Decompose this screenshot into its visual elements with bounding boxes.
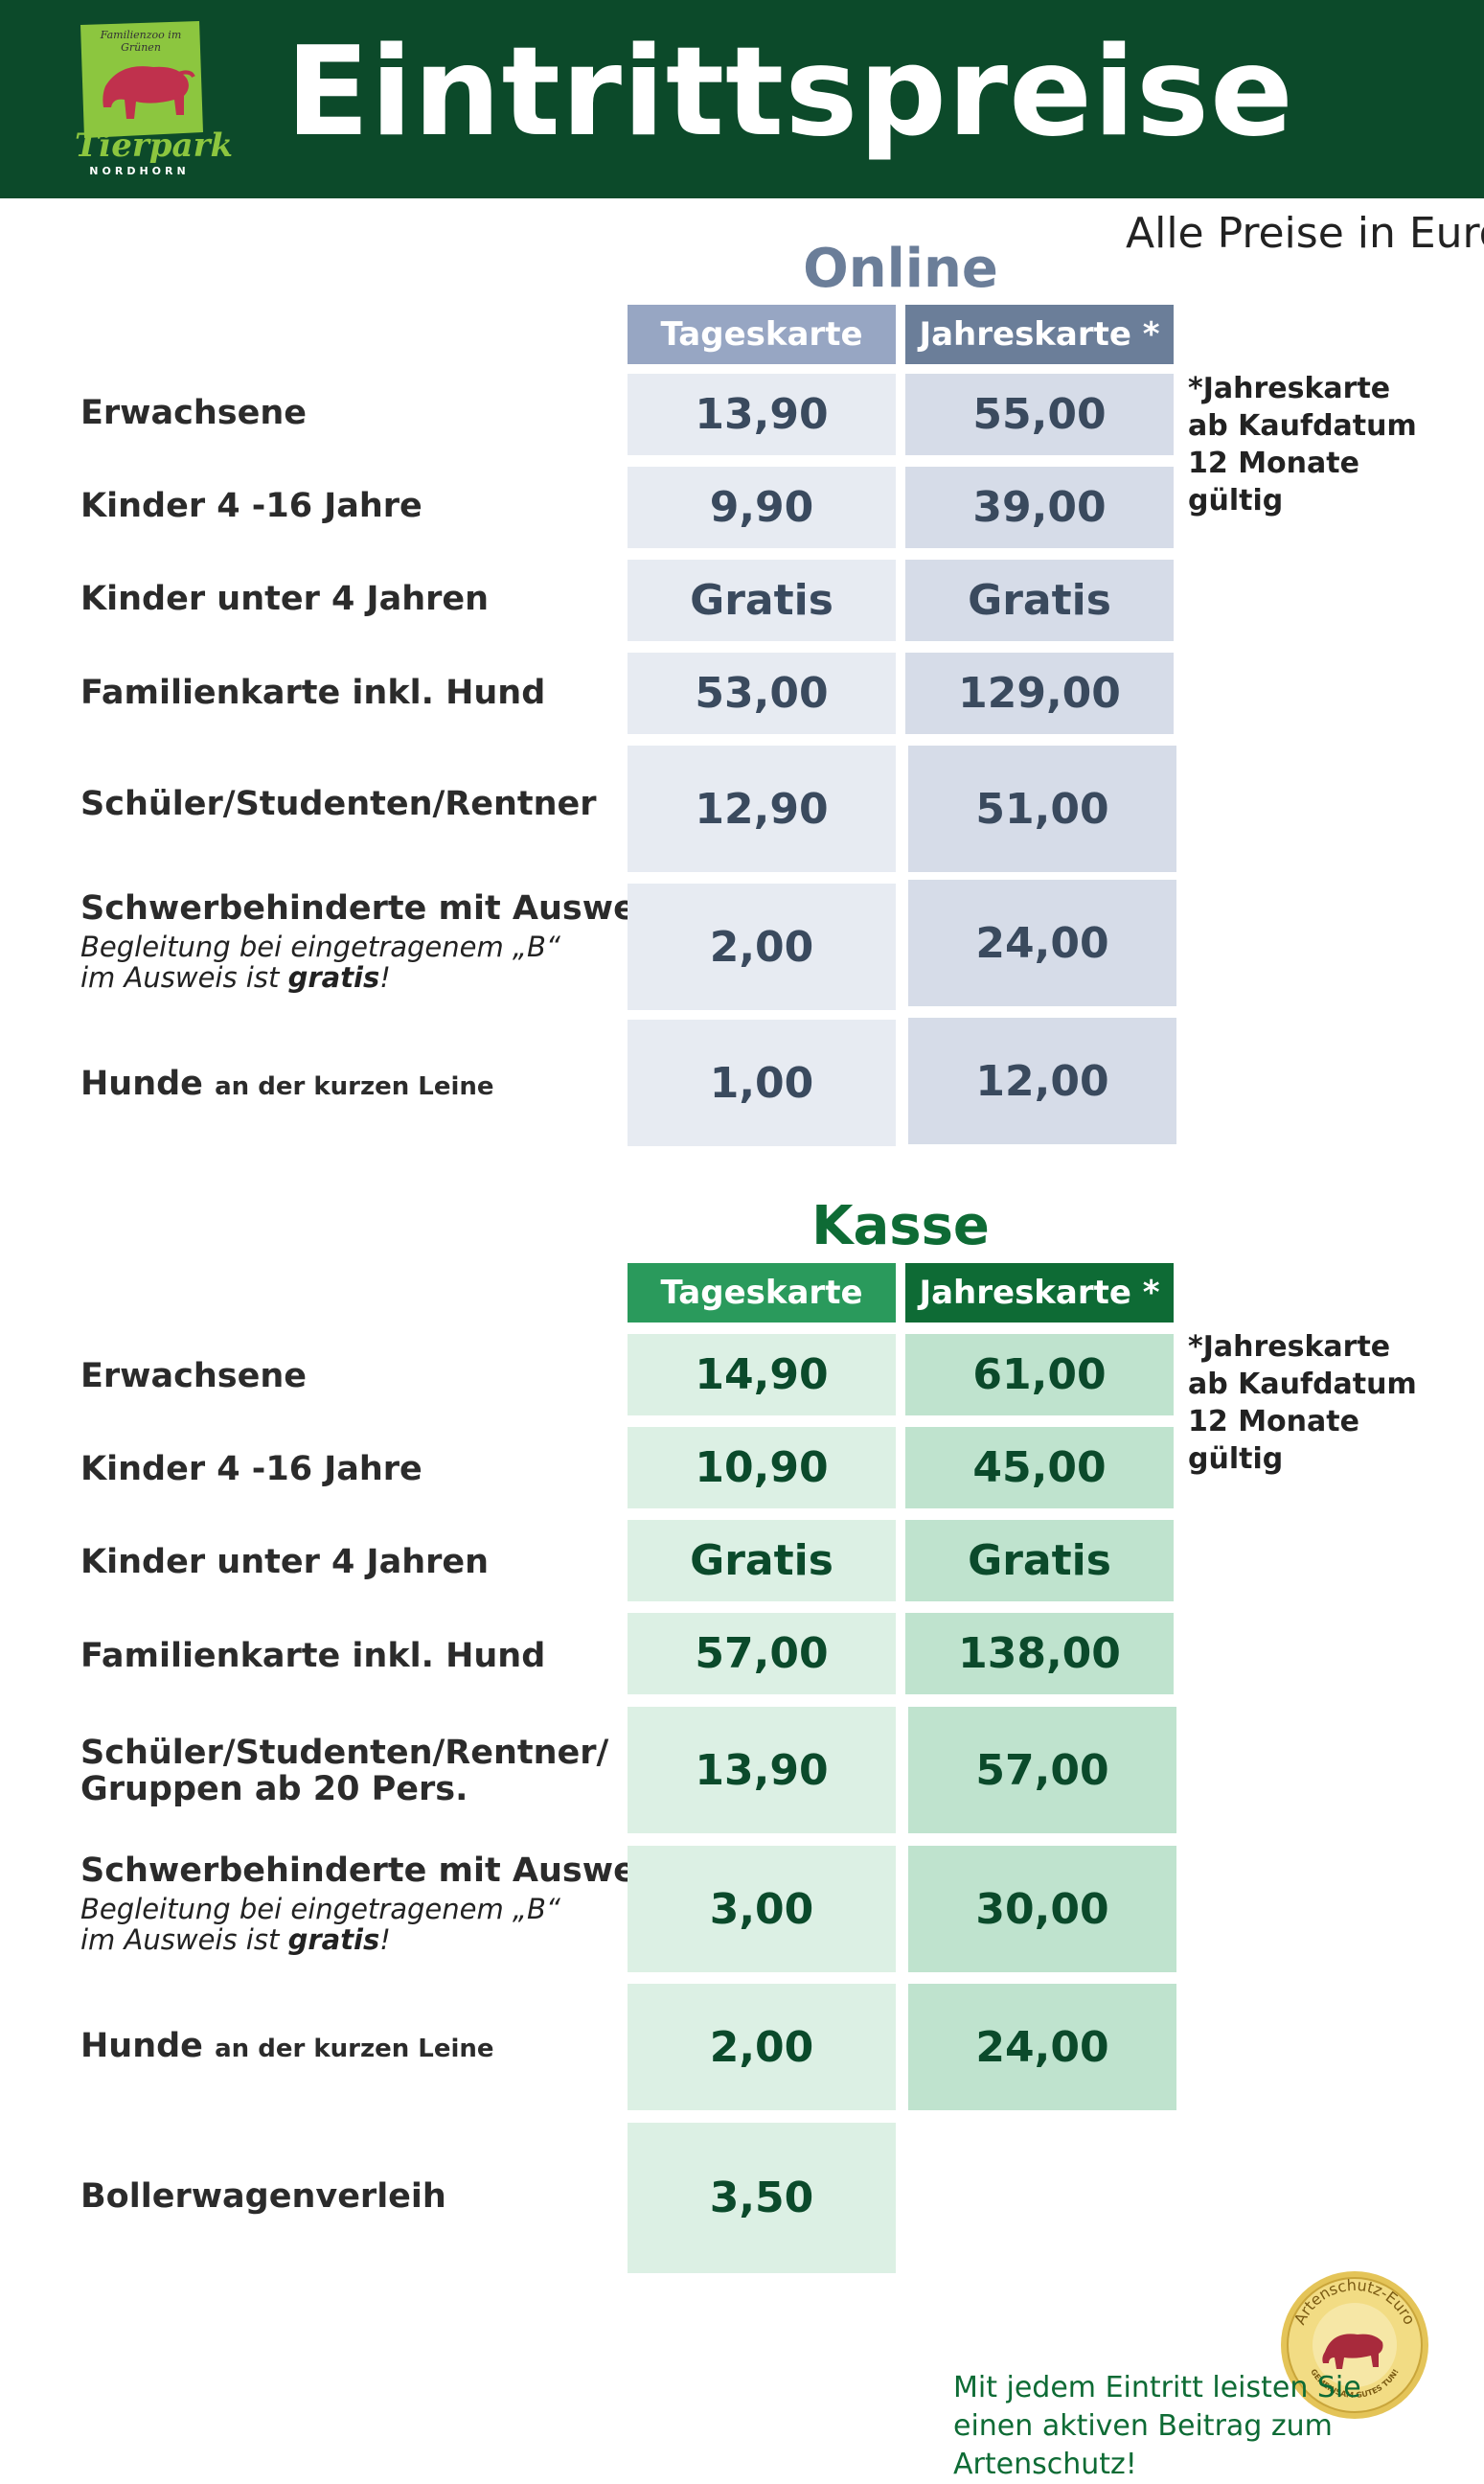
online-price-children-year: 39,00 [905, 467, 1174, 548]
logo-name: Tierpark [75, 126, 234, 165]
online-row-label-family: Familienkarte inkl. Hund [80, 674, 546, 712]
kasse-price-toddlers-day: Gratis [628, 1520, 896, 1601]
kasse-row-label-toddlers: Kinder unter 4 Jahren [80, 1543, 490, 1581]
online-column-year: Jahreskarte * [905, 305, 1174, 364]
kasse-price-family-year: 138,00 [905, 1613, 1174, 1694]
online-price-children-day: 9,90 [628, 467, 896, 548]
kasse-price-family-day: 57,00 [628, 1613, 896, 1694]
online-row-label-children: Kinder 4 -16 Jahre [80, 487, 422, 525]
page-title: Eintrittspreise [285, 21, 1294, 164]
online-price-family-day: 53,00 [628, 653, 896, 734]
kasse-price-children-year: 45,00 [905, 1427, 1174, 1508]
online-price-students-day: 12,90 [628, 746, 896, 872]
kasse-row-label-groups: Gruppen ab 20 Pers. [80, 1770, 468, 1808]
kasse-price-adults-day: 14,90 [628, 1334, 896, 1415]
online-annual-note: *Jahreskarte ab Kaufdatum 12 Monate gült… [1188, 372, 1417, 518]
online-price-disabled-day: 2,00 [628, 884, 896, 1010]
currency-note: Alle Preise in Euro [1126, 209, 1484, 258]
kasse-row-label-family: Familienkarte inkl. Hund [80, 1637, 546, 1675]
online-column-day: Tageskarte [628, 305, 896, 364]
kasse-price-wagon-day: 3,50 [628, 2123, 896, 2273]
online-price-adults-day: 13,90 [628, 374, 896, 455]
kasse-column-day: Tageskarte [628, 1263, 896, 1322]
online-price-adults-year: 55,00 [905, 374, 1174, 455]
kasse-price-disabled-day: 3,00 [628, 1846, 896, 1972]
online-row-label-dogs: Hunde an der kurzen Leine [80, 1065, 494, 1103]
kasse-price-adults-year: 61,00 [905, 1334, 1174, 1415]
kasse-price-toddlers-year: Gratis [905, 1520, 1174, 1601]
online-price-toddlers-year: Gratis [905, 560, 1174, 641]
online-section-title: Online [803, 238, 998, 300]
online-row-label-adults: Erwachsene [80, 394, 308, 432]
kasse-row-label-disabled: Schwerbehinderte mit Ausweis [80, 1852, 668, 1890]
kasse-price-dogs-year: 24,00 [908, 1984, 1176, 2110]
kasse-price-disabled-year: 30,00 [908, 1846, 1176, 1972]
kasse-row-label-students: Schüler/Studenten/Rentner/ [80, 1734, 609, 1772]
kasse-section-title: Kasse [811, 1195, 990, 1257]
online-row-label-toddlers: Kinder unter 4 Jahren [80, 580, 490, 618]
online-row-label-students: Schüler/Studenten/Rentner [80, 785, 597, 823]
logo-subtitle: Familienzoo im Grünen [100, 29, 182, 54]
online-price-toddlers-day: Gratis [628, 560, 896, 641]
online-price-family-year: 129,00 [905, 653, 1174, 734]
header-banner [0, 0, 1484, 198]
logo-city: NORDHORN [89, 165, 190, 177]
online-price-disabled-year: 24,00 [908, 880, 1176, 1006]
online-price-students-year: 51,00 [908, 746, 1176, 872]
kasse-price-students-year: 57,00 [908, 1707, 1176, 1833]
online-row-label-disabled: Schwerbehinderte mit Ausweis [80, 889, 668, 928]
footer-text: Mit jedem Eintritt leisten Sie einen akt… [953, 2371, 1361, 2481]
kasse-row-label-adults: Erwachsene [80, 1357, 308, 1395]
kasse-row-label-children: Kinder 4 -16 Jahre [80, 1450, 422, 1488]
kasse-row-note-disabled: Begleitung bei eingetragenem „B“ im Ausw… [80, 1893, 560, 1956]
kasse-price-students-day: 13,90 [628, 1707, 896, 1833]
kasse-column-year: Jahreskarte * [905, 1263, 1174, 1322]
artenschutz-badge: Artenschutz-Euro GEMEINSAM GUTES TUN! [1281, 2271, 1428, 2419]
kasse-price-children-day: 10,90 [628, 1427, 896, 1508]
online-price-dogs-year: 12,00 [908, 1018, 1176, 1144]
online-row-note-disabled: Begleitung bei eingetragenem „B“ im Ausw… [80, 931, 560, 994]
kasse-annual-note: *Jahreskarte ab Kaufdatum 12 Monate gült… [1188, 1330, 1417, 1476]
kasse-row-label-dogs: Hunde an der kurzen Leine [80, 2027, 494, 2065]
tierpark-logo [80, 21, 203, 138]
kasse-row-label-wagon: Bollerwagenverleih [80, 2177, 446, 2216]
online-price-dogs-day: 1,00 [628, 1020, 896, 1146]
kasse-price-dogs-day: 2,00 [628, 1984, 896, 2110]
